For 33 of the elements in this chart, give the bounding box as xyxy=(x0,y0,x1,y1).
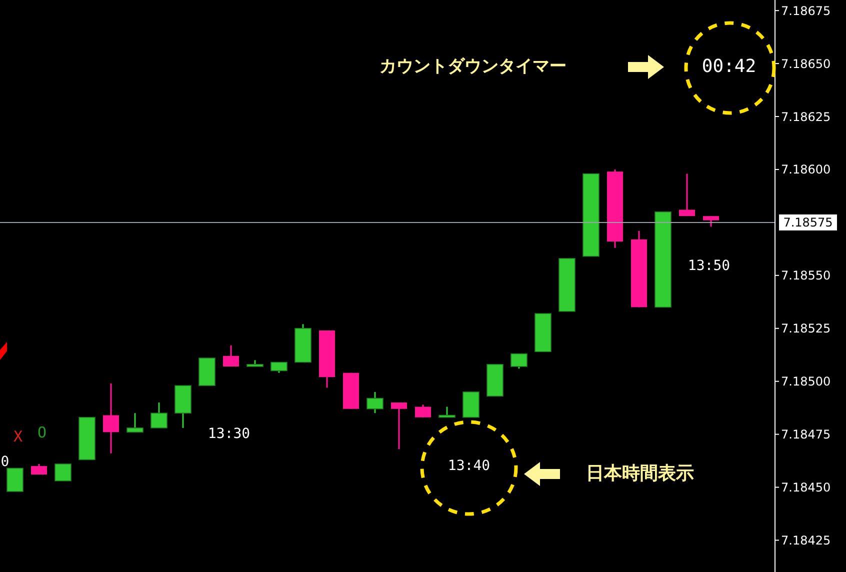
y-tick-label: 7.18425 xyxy=(781,533,831,548)
y-tick-label: 7.18625 xyxy=(781,110,831,124)
candlestick xyxy=(150,402,168,429)
annotation: カウントダウンタイマー xyxy=(380,56,566,76)
candlestick xyxy=(6,468,24,492)
y-tick-label: 7.18550 xyxy=(781,268,831,283)
y-tick-label: 7.18525 xyxy=(781,322,831,336)
y-tick-label: 7.18650 xyxy=(781,56,831,71)
y-tick-label: 7.18675 xyxy=(781,4,831,18)
y-tick-label: 7.18500 xyxy=(781,374,831,389)
candlestick xyxy=(223,344,239,368)
ref-line-label: 7.18575 xyxy=(783,215,833,230)
annotation: 日本時間表示 xyxy=(586,463,694,484)
candlestick xyxy=(54,464,72,482)
annotation: 13:40 xyxy=(448,458,490,474)
candlestick xyxy=(366,391,384,414)
candlestick xyxy=(103,382,119,454)
candlestick xyxy=(270,362,288,374)
candlestick xyxy=(415,404,431,418)
annotation: 0 xyxy=(0,454,10,470)
y-tick-label: 7.18450 xyxy=(781,480,831,495)
candlestick xyxy=(703,215,719,228)
y-tick-label: 7.18600 xyxy=(781,162,831,177)
candlestick xyxy=(391,402,407,450)
annotation: O xyxy=(37,424,47,442)
annotation: 00:42 xyxy=(702,56,756,77)
annotation: 13:50 xyxy=(688,258,730,274)
candlestick xyxy=(679,172,695,217)
candlestick xyxy=(510,353,528,370)
y-tick-label: 7.18475 xyxy=(781,428,831,442)
candlestick xyxy=(126,412,144,433)
annotation: 13:30 xyxy=(208,426,250,442)
annotation: X xyxy=(13,428,23,446)
